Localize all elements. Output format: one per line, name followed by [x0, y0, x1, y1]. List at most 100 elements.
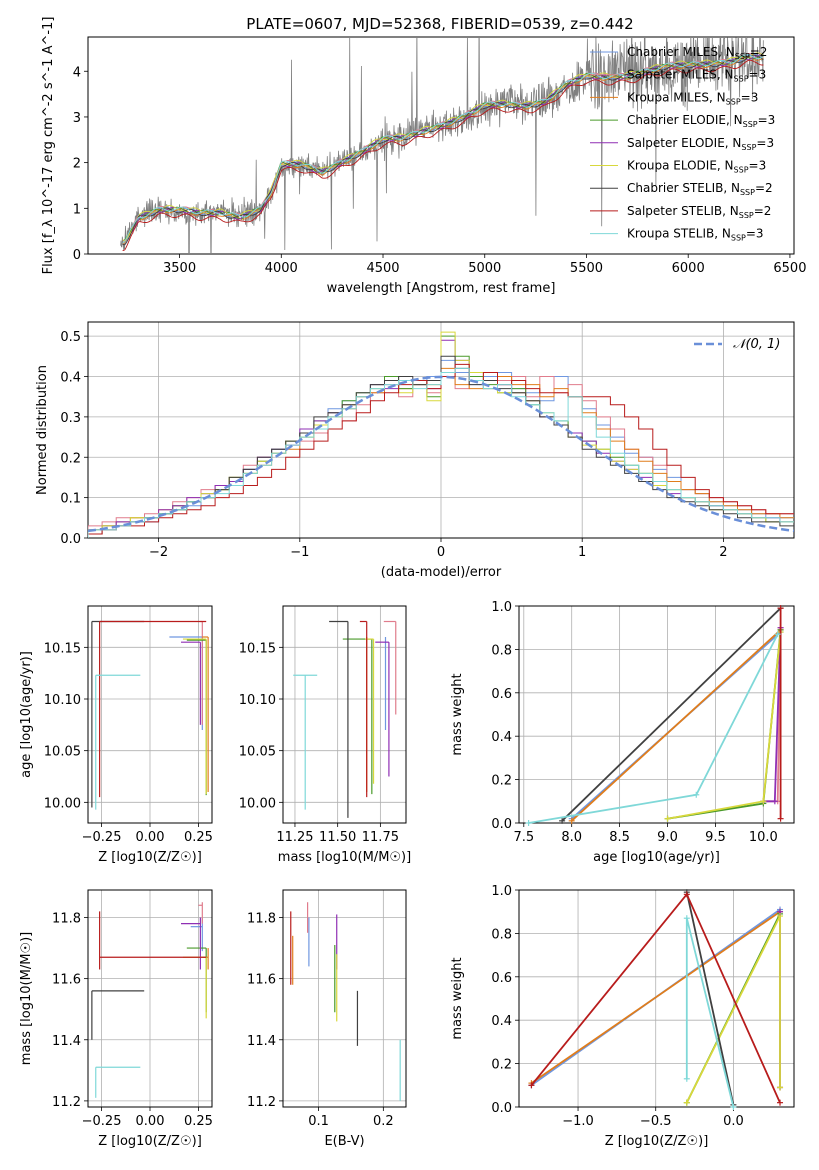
legend-label: 𝒩(0, 1) [733, 337, 780, 352]
y-tick-label: 0.2 [491, 1058, 512, 1073]
x-tick-label: 0.25 [184, 1114, 213, 1129]
y-axis-label: mass weight [450, 957, 465, 1039]
axes-frame [282, 889, 407, 1108]
legend-label: Kroupa MILES, NSSP=3 [627, 90, 758, 106]
legend-label-main: Salpeter STELIB, N [627, 204, 739, 218]
axes-frame [518, 605, 795, 824]
panel-6: −0.25 0.00 0.25 11.2 11.4 11.6 11.8 Z [log10(Z/… [19, 889, 213, 1149]
panel-4: 11.25 11.50 11.75 10.00 10.05 10.10 10.15 mass … [239, 605, 411, 865]
legend-label-main: Kroupa STELIB, N [627, 227, 731, 241]
y-tick-label: 11.6 [247, 973, 276, 988]
figure-title: PLATE=0607, MJD=52368, FIBERID=0539, z=0… [246, 15, 633, 33]
plot-area [88, 331, 794, 538]
panel-3: −0.25 0.00 0.25 10.00 10.05 10.10 10.15 Z [log1… [19, 605, 213, 865]
y-tick-label: 0.4 [491, 1014, 512, 1029]
x-axis-label: Z [log10(Z/Z☉)] [98, 1134, 202, 1149]
y-tick-label: 1.0 [491, 884, 512, 899]
y-tick-label: 0.8 [491, 643, 512, 658]
x-tick-label: 5500 [570, 261, 603, 276]
legend-label-tail: =3 [756, 136, 774, 150]
x-tick-label: 6500 [773, 261, 806, 276]
y-tick-label: 0.1 [60, 492, 81, 507]
legend-label-main: Salpeter MILES, N [627, 68, 734, 82]
x-tick-label: 0.25 [184, 830, 213, 845]
y-tick-label: 1.0 [491, 600, 512, 615]
y-tick-label: 3 [73, 111, 81, 126]
x-tick-label: 4500 [366, 261, 399, 276]
y-axis-label: Normed distribution [35, 365, 50, 495]
legend-label-sub: SSP [741, 143, 756, 152]
y-tick-label: 11.2 [52, 1095, 81, 1110]
x-tick-label: 0.2 [373, 1114, 394, 1129]
x-tick-label: 0.1 [308, 1114, 329, 1129]
x-tick-label: 11.50 [319, 830, 356, 845]
legend-label-tail: =3 [746, 227, 764, 241]
x-tick-label: 0 [437, 545, 445, 560]
y-tick-label: 0 [73, 248, 81, 263]
x-tick-label: −1.0 [562, 1114, 594, 1129]
y-axis-label: mass weight [450, 673, 465, 755]
y-tick-label: 0.3 [60, 411, 81, 426]
y-tick-label: 4 [73, 65, 81, 80]
panel-8: −1.0 −0.5 0.0 0.0 0.2 0.4 0.6 0.8 1.0 Z [log10(Z/… [450, 884, 795, 1149]
y-tick-label: 11.2 [247, 1095, 276, 1110]
panels-group: 3500 4000 4500 5000 5500 6000 6500 0 1 2 3 4 wavelen… [19, 17, 806, 1149]
y-tick-label: 0.2 [60, 451, 81, 466]
legend-label-tail: =2 [754, 204, 772, 218]
x-axis-label: Z [log10(Z/Z☉)] [98, 850, 202, 865]
plot-area [293, 620, 397, 818]
y-tick-label: 10.15 [239, 641, 276, 656]
axes-frame [282, 605, 407, 824]
legend-label-sub: SSP [734, 166, 749, 175]
legend-label-tail: =3 [741, 90, 759, 104]
legend-label-sub: SSP [726, 97, 741, 106]
legend-label: Chabrier ELODIE, NSSP=3 [627, 113, 775, 129]
y-tick-label: 0.0 [60, 532, 81, 547]
y-tick-label: 10.00 [239, 796, 276, 811]
y-tick-label: 10.05 [44, 745, 81, 760]
x-tick-label: 3500 [163, 261, 196, 276]
legend-label-sub: SSP [743, 120, 758, 129]
x-tick-label: 11.25 [276, 830, 313, 845]
legend-label-main: Chabrier MILES, N [627, 45, 735, 59]
plot-area [290, 902, 401, 1101]
y-tick-label: 11.8 [247, 912, 276, 927]
normal-curve [88, 375, 794, 533]
x-axis-label: age [log10(age/yr)] [593, 850, 720, 865]
x-axis-label: (data-model)/error [381, 565, 502, 580]
x-tick-label: 7.5 [513, 830, 534, 845]
x-tick-label: 5000 [468, 261, 501, 276]
axes-frame [87, 889, 213, 1108]
axes-frame [87, 36, 795, 255]
y-tick-label: 10.10 [239, 693, 276, 708]
axes-frame [87, 605, 213, 824]
legend-label-tail: =3 [758, 113, 776, 127]
x-tick-label: 0.00 [136, 1114, 165, 1129]
weight-line [685, 892, 735, 1105]
legend-label: Chabrier STELIB, NSSP=2 [627, 181, 773, 197]
plot-area [91, 902, 209, 1098]
x-tick-label: 4000 [265, 261, 298, 276]
x-tick-label: −1 [290, 545, 309, 560]
model-line [122, 59, 764, 251]
legend-label-tail: =2 [750, 45, 768, 59]
x-tick-label: −2 [149, 545, 168, 560]
weight-line [530, 910, 781, 1084]
legend-label-tail: =3 [749, 159, 767, 173]
y-axis-label: age [log10(age/yr)] [19, 651, 34, 778]
legend-label-main: Chabrier ELODIE, N [627, 113, 743, 127]
x-axis-label: mass [log10(M/M☉)] [278, 850, 411, 865]
x-tick-label: −0.25 [82, 830, 122, 845]
legend-label-tail: =2 [755, 181, 773, 195]
x-tick-label: 8.0 [561, 830, 582, 845]
y-tick-label: 11.8 [52, 912, 81, 927]
legend-label-main: Chabrier STELIB, N [627, 181, 740, 195]
x-axis-label: Z [log10(Z/Z☉)] [605, 1134, 709, 1149]
legend-label: Chabrier MILES, NSSP=2 [627, 45, 767, 61]
legend-label-tail: =3 [749, 68, 767, 82]
legend-label-main: Salpeter ELODIE, N [627, 136, 741, 150]
model-line [122, 54, 764, 244]
y-tick-label: 2 [73, 157, 81, 172]
x-tick-label: 10.0 [749, 830, 778, 845]
